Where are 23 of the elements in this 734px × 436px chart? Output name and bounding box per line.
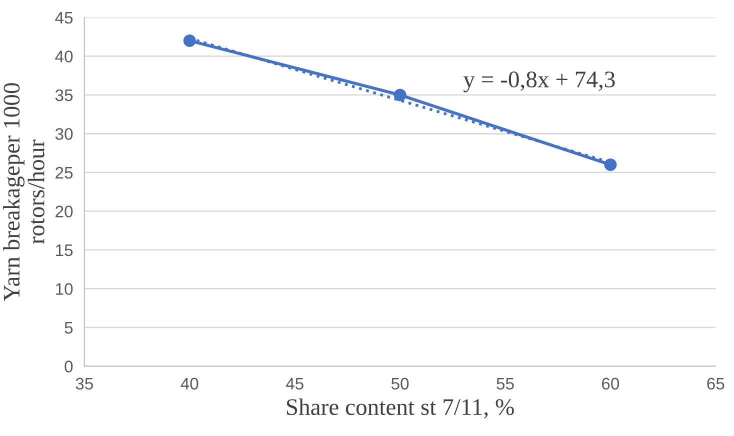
y-tick-label: 15 — [56, 244, 73, 256]
y-tick-label: 25 — [56, 166, 73, 179]
y-tick-label: 35 — [55, 89, 73, 102]
point — [183, 34, 196, 47]
x-tick-label: 45 — [286, 378, 304, 390]
y-tick-label: 5 — [64, 322, 73, 334]
x-tick-label: 35 — [76, 378, 93, 390]
x-tick-label: 55 — [496, 378, 514, 390]
point — [394, 88, 406, 102]
x-tick-label: 65 — [707, 378, 724, 390]
y-tick-label: 10 — [56, 283, 73, 295]
x-tick-label: 50 — [391, 378, 409, 390]
y-tick-label: 0 — [64, 360, 73, 372]
y-tick-label: 45 — [55, 12, 73, 24]
y-tick-label: 30 — [55, 128, 73, 140]
x-tick-label: 40 — [180, 378, 198, 390]
y-axis-title: Yarn breakageper 1000 rotors/hour — [3, 83, 44, 302]
point — [604, 158, 617, 171]
x-axis-title: Share content st 7/11, % — [286, 398, 514, 418]
y-tick-label: 20 — [56, 206, 73, 218]
annotation: y = -0,8x + 74,3 — [463, 72, 615, 92]
x-tick-label: 60 — [602, 378, 620, 390]
y-tick-label: 40 — [55, 50, 73, 62]
